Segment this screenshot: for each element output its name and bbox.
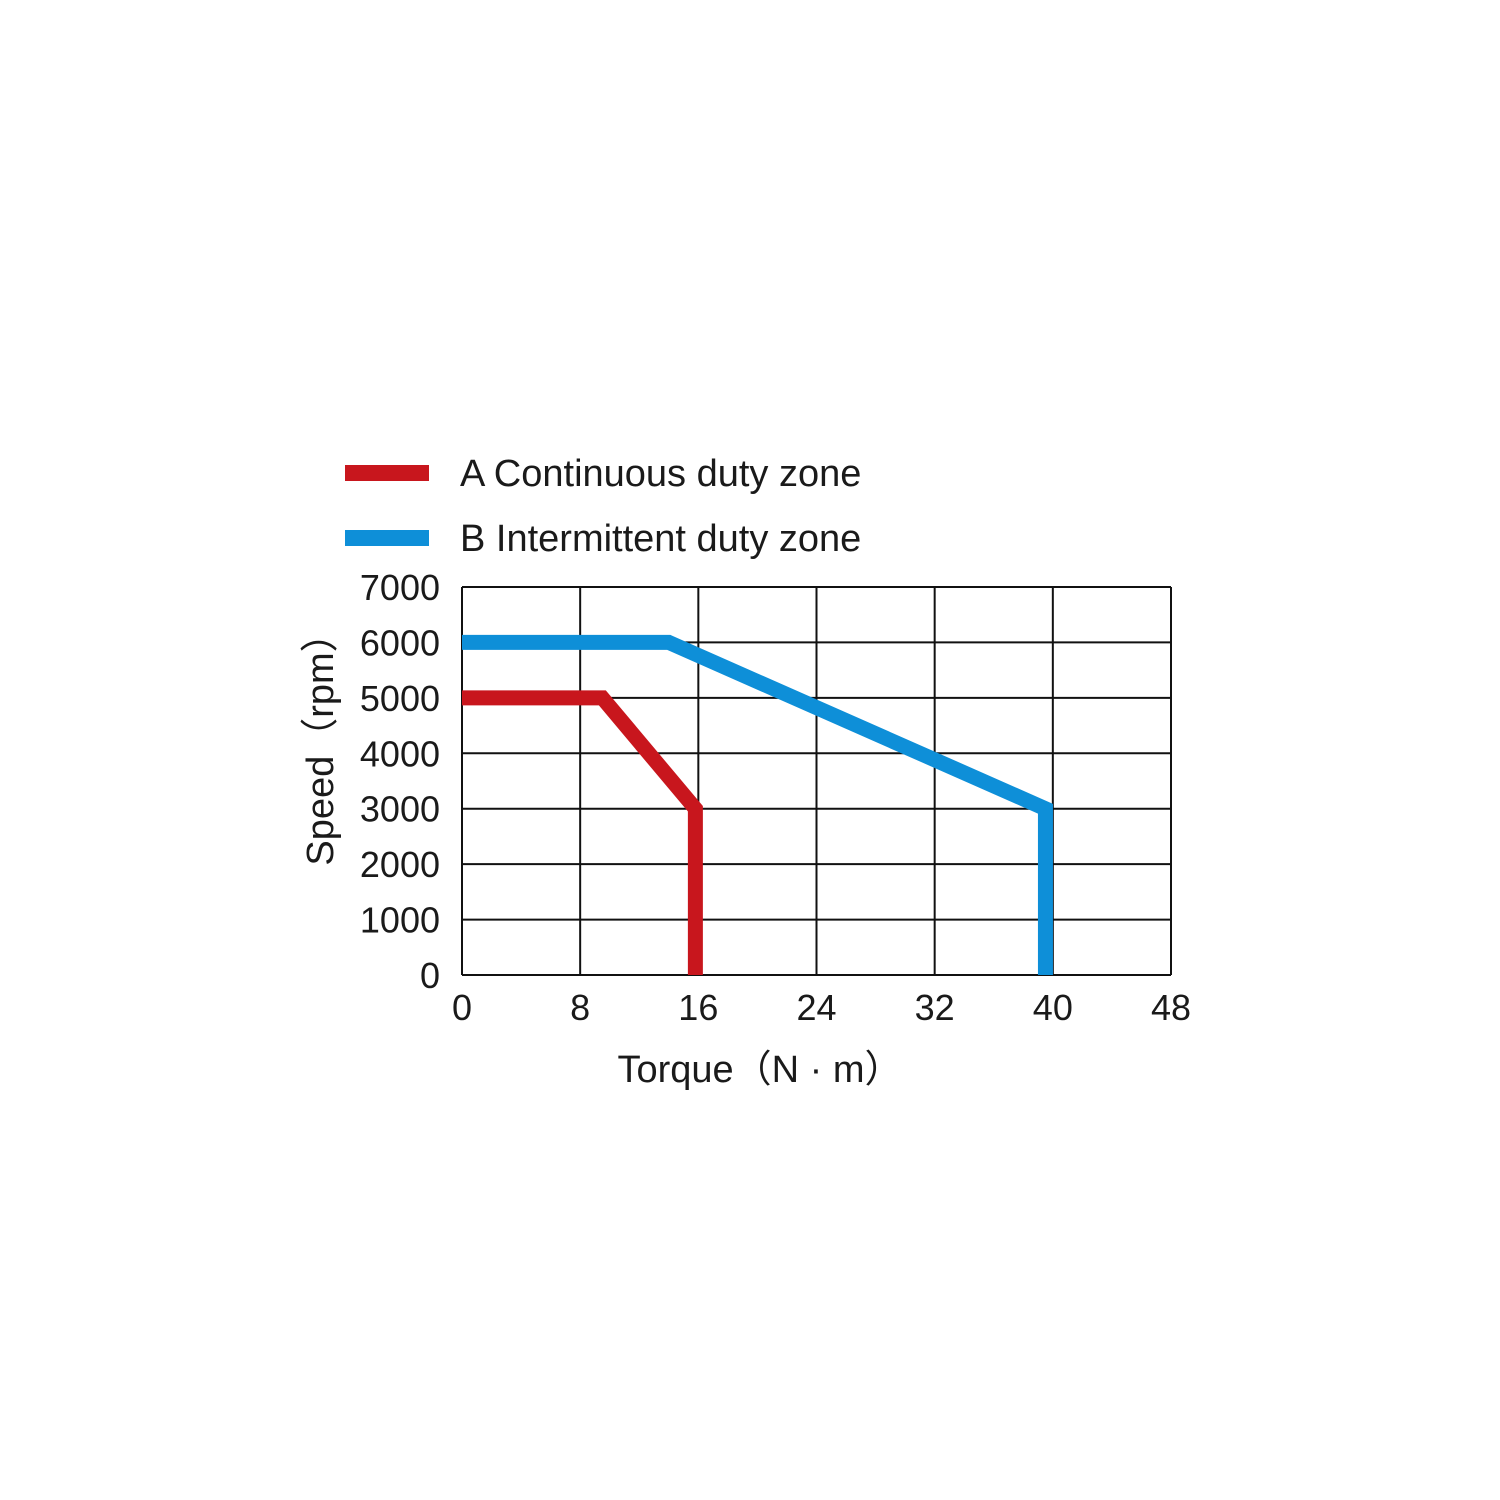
legend-label: A Continuous duty zone — [460, 453, 861, 495]
x-axis-title: Torque（N · m） — [617, 1049, 902, 1091]
x-tick-label: 24 — [796, 987, 836, 1028]
legend-swatch-intermittent — [345, 530, 429, 546]
y-tick-label: 7000 — [360, 567, 440, 608]
legend-label: B Intermittent duty zone — [460, 518, 861, 560]
series-line-intermittent — [462, 634, 1053, 975]
y-tick-label: 3000 — [360, 789, 440, 830]
x-tick-labels: 0 8 16 24 32 40 48 — [452, 987, 1191, 1028]
legend: A Continuous duty zone B Intermittent dut… — [345, 453, 861, 560]
y-tick-label: 5000 — [360, 678, 440, 719]
x-tick-label: 8 — [570, 987, 590, 1028]
legend-swatch-continuous — [345, 465, 429, 481]
series-line-continuous — [462, 690, 703, 975]
y-tick-label: 6000 — [360, 622, 440, 663]
y-tick-label: 4000 — [360, 733, 440, 774]
y-tick-label: 2000 — [360, 844, 440, 885]
y-tick-label: 1000 — [360, 900, 440, 941]
x-tick-label: 32 — [915, 987, 955, 1028]
x-tick-label: 0 — [452, 987, 472, 1028]
x-tick-label: 16 — [678, 987, 718, 1028]
y-axis-title: Speed（rpm） — [300, 614, 342, 865]
series-group — [462, 634, 1053, 975]
x-tick-label: 40 — [1033, 987, 1073, 1028]
y-tick-labels: 0 1000 2000 3000 4000 5000 6000 7000 — [360, 567, 440, 996]
x-tick-label: 48 — [1151, 987, 1191, 1028]
y-tick-label: 0 — [420, 955, 440, 996]
